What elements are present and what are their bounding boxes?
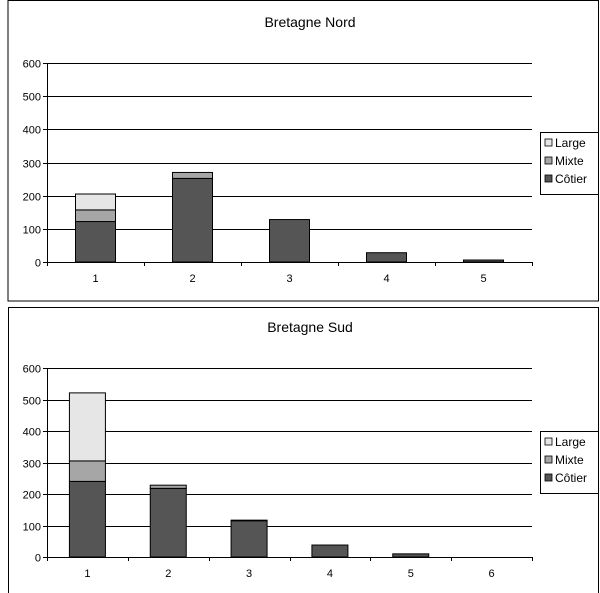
y-tick-label: 300	[23, 459, 41, 471]
legend-swatch	[544, 156, 553, 165]
bar-segment	[463, 259, 504, 263]
bar-segment	[75, 193, 116, 211]
bar-segment	[366, 252, 407, 263]
y-tick-label: 400	[23, 125, 41, 137]
bar-segment	[230, 520, 268, 558]
x-tick-label: 5	[480, 273, 486, 285]
bar-segment	[68, 392, 106, 462]
legend-swatch	[544, 455, 553, 464]
bar-segment	[149, 487, 187, 558]
bar-segment	[392, 553, 430, 558]
x-tick-label: 2	[189, 273, 195, 285]
y-tick-label: 500	[23, 92, 41, 104]
bar-segment	[149, 484, 187, 489]
legend-swatch	[544, 174, 553, 183]
y-tick-label: 600	[23, 364, 41, 376]
chart-panel-bretagne-nord: Bretagne Nord 0 100 200 300 400 500 600 1 2 3 4 5 L…	[7, 0, 599, 302]
bar-segment	[75, 221, 116, 263]
x-tick-label: 4	[327, 568, 333, 580]
chart-title: Bretagne Nord	[264, 14, 355, 30]
bar-segment	[172, 177, 213, 263]
x-tick-label: 2	[165, 568, 171, 580]
legend-label: Côtier	[555, 172, 587, 186]
legend-label: Large	[555, 136, 586, 150]
x-tick-label: 5	[408, 568, 414, 580]
x-tick-label: 3	[286, 273, 292, 285]
x-tick-label: 1	[84, 568, 90, 580]
y-tick-label: 600	[23, 59, 41, 71]
y-tick-label: 500	[23, 396, 41, 408]
bar-segment	[269, 219, 310, 263]
bar-segment	[68, 480, 106, 558]
legend-label: Large	[555, 435, 586, 449]
legend-swatch	[544, 138, 553, 147]
y-tick-label: 300	[23, 159, 41, 171]
legend-swatch	[544, 437, 553, 446]
bar-segment	[75, 209, 116, 223]
x-tick-label: 3	[246, 568, 252, 580]
x-tick-label: 1	[92, 273, 98, 285]
chart-panel-bretagne-sud: Bretagne Sud 0 100 200 300 400 500 600 1 2 3 4 5 6 L…	[0, 307, 599, 593]
legend-label: Côtier	[555, 471, 587, 485]
chart-bretagne-sud: Bretagne Sud 0 100 200 300 400 500 600 1 2 3 4 5 6 L…	[8, 307, 599, 593]
y-tick-label: 100	[23, 225, 41, 237]
chart-bretagne-nord: Bretagne Nord 0 100 200 300 400 500 600 1 2 3 4 5 L…	[7, 0, 599, 302]
y-tick-label: 400	[23, 427, 41, 439]
y-tick-label: 100	[23, 522, 41, 534]
legend-label: Mixte	[555, 453, 584, 467]
y-tick-label: 200	[23, 192, 41, 204]
bar-segment	[68, 460, 106, 482]
bar-segment	[172, 171, 213, 179]
x-tick-label: 6	[489, 568, 495, 580]
y-tick-label: 0	[35, 553, 41, 565]
y-tick-label: 200	[23, 490, 41, 502]
chart-title: Bretagne Sud	[267, 319, 353, 335]
legend-swatch	[544, 473, 553, 482]
y-tick-label: 0	[35, 258, 41, 270]
bar-segment	[230, 519, 268, 522]
legend-label: Mixte	[555, 154, 584, 168]
x-tick-label: 4	[383, 273, 389, 285]
bar-segment	[311, 544, 349, 558]
